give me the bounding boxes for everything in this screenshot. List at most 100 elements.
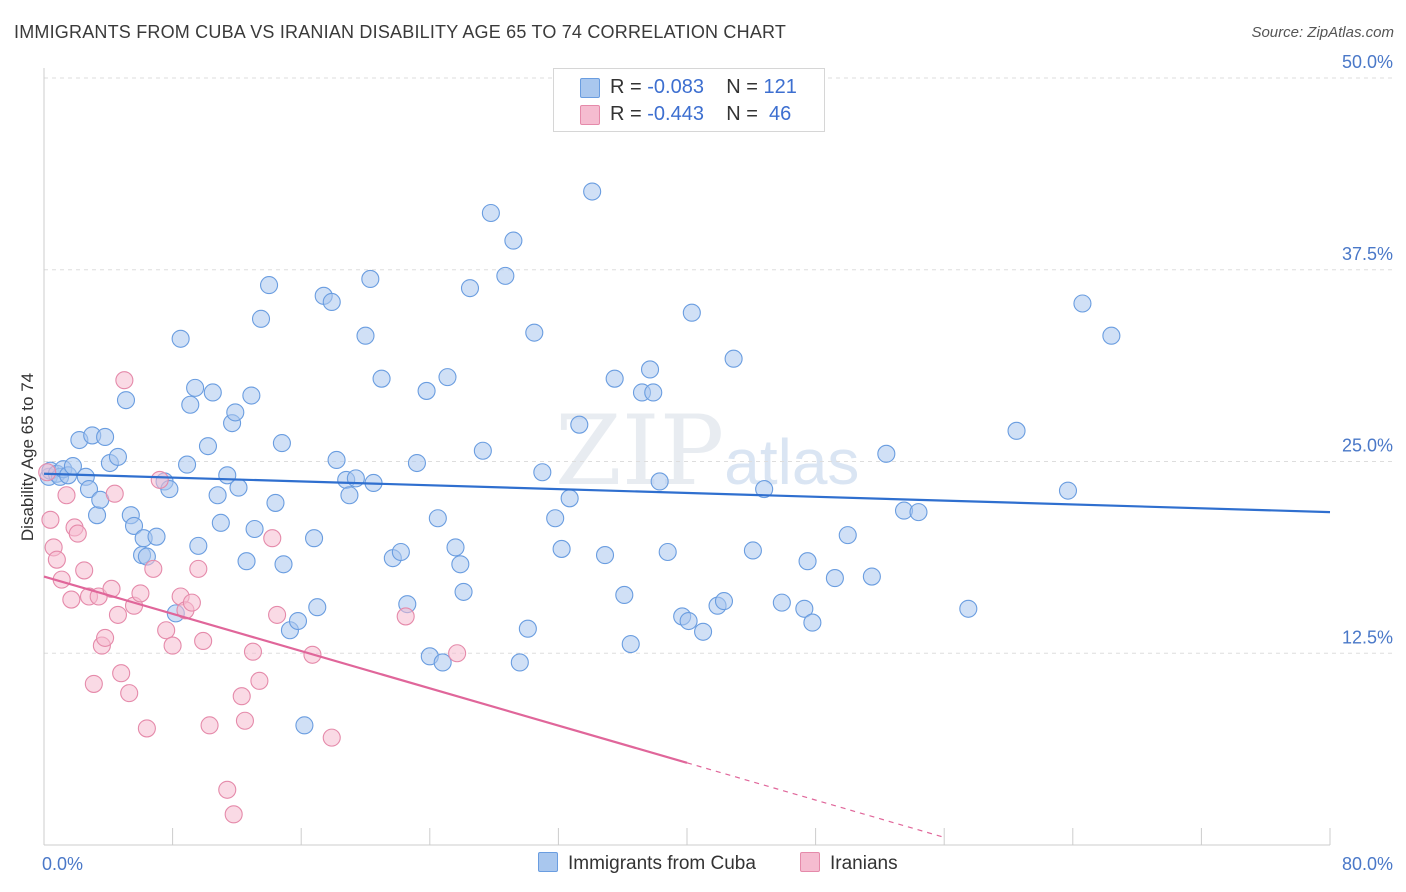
iranian-point (218, 780, 237, 799)
iranian-point (120, 684, 139, 703)
cuba-point (795, 599, 814, 618)
cuba-point (504, 231, 523, 250)
cuba-point (189, 536, 208, 555)
cuba-point (295, 716, 314, 735)
correlation-legend: R = -0.083 N = 121 R = -0.443 N = 46 (553, 68, 825, 132)
cuba-point (694, 622, 713, 641)
cuba-point (308, 598, 327, 617)
cuba-point (724, 349, 743, 368)
cuba-point (525, 323, 544, 342)
cuba-point (327, 450, 346, 470)
legend-r-value-cuba: -0.083 (647, 76, 704, 98)
legend-row-cuba: R = -0.083 N = 121 (610, 76, 797, 99)
iranian-point (47, 550, 66, 569)
legend-r-label: R = (610, 103, 642, 125)
cuba-point (124, 516, 144, 535)
cuba-point (825, 569, 844, 588)
bottom-legend-iranians: Iranians (800, 852, 898, 875)
iranian-point (108, 605, 127, 624)
cuba-point (417, 381, 436, 400)
cuba-point (208, 486, 227, 505)
cuba-point (272, 434, 291, 453)
cuba-point (454, 582, 473, 601)
iranian-point (131, 584, 150, 603)
y-tick-label: 37.5% (1342, 244, 1393, 264)
bottom-legend-iranians-label: Iranians (830, 853, 898, 874)
x-tick-label: 80.0% (1342, 854, 1393, 874)
cuba-point (959, 599, 978, 618)
cuba-point (798, 552, 817, 571)
cuba-point (428, 509, 447, 528)
iranian-trend-line (43, 575, 688, 764)
cuba-point (570, 415, 589, 434)
cuba-point (605, 369, 624, 388)
iranian-point (250, 671, 269, 690)
cuba-point (743, 541, 762, 560)
cuba-point (305, 529, 324, 548)
cuba-point (433, 653, 452, 672)
cuba-point (116, 391, 136, 410)
iranian-point (200, 716, 219, 735)
iranian-point (57, 486, 76, 505)
cuba-point (87, 506, 107, 525)
y-tick-label: 50.0% (1342, 52, 1393, 72)
cuba-point (714, 592, 734, 611)
cuba-point (679, 611, 698, 631)
cuba-point (1007, 421, 1026, 440)
cuba-point (356, 326, 375, 345)
iranian-point (105, 484, 124, 503)
cuba-point (446, 538, 465, 557)
cuba-point (877, 444, 896, 463)
bottom-swatch-cuba (538, 852, 558, 872)
iranian-point (115, 371, 134, 390)
bottom-legend-cuba: Immigrants from Cuba (538, 852, 756, 875)
cuba-point (259, 276, 279, 295)
iranian-point (150, 470, 169, 489)
iranian-point (96, 628, 115, 647)
cuba-point (621, 634, 640, 654)
cuba-point (595, 546, 615, 565)
iranian-point (194, 631, 213, 651)
iranian-point (263, 529, 282, 548)
cuba-point (274, 555, 293, 574)
y-tick-label: 25.0% (1342, 436, 1393, 456)
source-label: Source: ZipAtlas.com (1251, 24, 1394, 41)
legend-n-value-iranians: 46 (769, 103, 792, 125)
bottom-swatch-iranians (800, 852, 820, 872)
cuba-point (108, 447, 127, 466)
iranian-point (102, 579, 121, 598)
iranian-point (396, 607, 415, 626)
iranian-point (163, 636, 182, 655)
cuba-point (242, 386, 261, 405)
cuba-point (96, 427, 115, 447)
cuba-point (640, 360, 660, 379)
legend-n-label: N = (726, 76, 758, 98)
iranian-point (268, 605, 287, 624)
legend-n-value-cuba: 121 (763, 76, 797, 98)
bottom-legend-cuba-label: Immigrants from Cuba (568, 853, 756, 874)
iranian-point (137, 719, 156, 738)
cuba-point (438, 368, 457, 387)
cuba-point (518, 619, 537, 638)
cuba-point (79, 480, 99, 499)
y-tick-label: 12.5% (1342, 627, 1393, 647)
cuba-point (372, 369, 391, 388)
cuba-point (229, 478, 248, 497)
cuba-point (909, 503, 928, 522)
cuba-point (615, 585, 634, 605)
cuba-point (481, 203, 500, 223)
legend-r-value-iranians: -0.443 (647, 103, 704, 125)
iranian-point (189, 559, 208, 578)
iranian-point (62, 590, 81, 609)
cuba-point (560, 489, 579, 508)
legend-r-label: R = (610, 76, 642, 98)
cuba-point (288, 611, 308, 631)
cuba-point (755, 480, 774, 499)
cuba-point (838, 526, 857, 545)
iranian-point (144, 559, 163, 578)
iranian-point (41, 510, 60, 529)
iranian-point (322, 728, 341, 747)
legend-swatch-iranians (580, 105, 600, 125)
chart-title: IMMIGRANTS FROM CUBA VS IRANIAN DISABILI… (14, 22, 787, 42)
